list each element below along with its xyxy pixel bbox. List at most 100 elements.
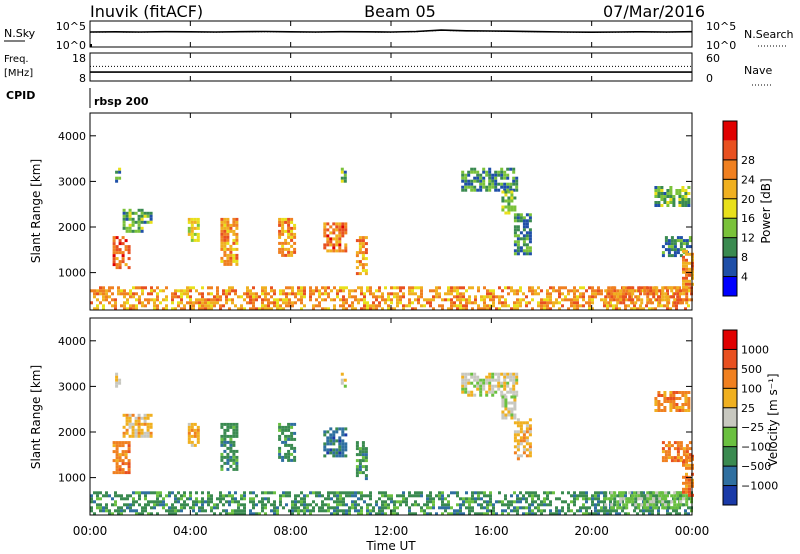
colorbar-tick-label: −100 [741,441,771,454]
noise-left-tick-bottom: 10^0 [56,39,86,52]
velocity-heatmap [90,372,694,516]
y-tick-label: 4000 [58,335,86,348]
colorbar-tick-label: 100 [741,382,762,395]
colorbar-segment [723,159,737,180]
heatmap-patch [461,372,519,397]
y-tick-label: 2000 [58,221,86,234]
heatmap-patch [461,167,519,192]
time-tick-label: 20:00 [574,524,609,538]
power-colorbar: 4 8 12 16 20 24 28 [722,120,755,297]
heatmap-patch [220,422,239,471]
colorbar-tick-label: −25 [741,421,764,434]
nave-label: Nave [744,64,772,77]
colorbar-tick-label: 500 [741,363,762,376]
heatmap-patch [513,213,532,256]
nave-tick-top: 60 [706,52,720,65]
colorbar-segment [723,368,737,389]
velocity-yticks: 1000 2000 3000 4000 [58,335,692,485]
power-heatmap [90,167,694,311]
power-ylabel: Slant Range [km] [29,159,43,263]
colorbar-tick-label: 4 [741,271,748,284]
colorbar-segment [723,218,737,238]
colorbar-segment [723,485,737,505]
heatmap-patch [115,167,122,183]
time-axis: 00:00 04:00 08:00 12:00 16:00 20:00 00:00 [73,21,710,538]
colorbar-segment [723,466,737,486]
velocity-panel-background [90,318,692,515]
heatmap-patch [340,372,347,388]
colorbar-segment [723,407,737,428]
heatmap-patch [340,167,347,183]
power-colorbar-label: Power [dB] [759,178,773,243]
beam-title: Beam 05 [364,2,436,21]
colorbar-segment [723,257,737,277]
noise-right-label: N.Search [744,28,794,41]
time-tick-label: 12:00 [374,524,409,538]
freq-tick-bottom: 8 [79,72,86,85]
y-tick-label: 1000 [58,472,86,485]
time-tick-label: 08:00 [273,524,308,538]
power-yticks: 1000 2000 3000 4000 [58,130,692,280]
colorbar-segment [723,446,737,467]
heatmap-patch [187,217,200,242]
colorbar-segment [723,349,737,369]
power-panel-background [90,113,692,310]
y-tick-label: 3000 [58,175,86,188]
heatmap-patch [604,491,689,510]
colorbar-segment [723,140,737,160]
freq-series-group [90,65,692,73]
colorbar-segment [723,388,737,408]
y-tick-label: 4000 [58,130,86,143]
heatmap-patch [220,217,239,266]
colorbar-segment [723,121,737,141]
heatmap-patch [355,236,368,276]
heatmap-patch [654,391,691,412]
y-tick-label: 3000 [58,380,86,393]
colorbar-segment [723,198,737,219]
heatmap-patch [501,395,517,420]
heatmap-patch [90,491,693,516]
colorbar-tick-label: 28 [741,154,755,167]
cpid-label: CPID [6,89,35,102]
colorbar-tick-label: 12 [741,232,755,245]
y-tick-label: 1000 [58,267,86,280]
noise-right-tick-bottom: 10^0 [706,39,736,52]
heatmap-patch [278,217,297,257]
time-tick-label: 00:00 [73,524,108,538]
heatmap-patch [122,413,153,438]
noise-left-tick-top: 10^5 [56,20,86,33]
noise-right-tick-top: 10^5 [706,20,736,33]
time-tick-label: 16:00 [474,524,509,538]
heatmap-patch [112,441,131,475]
heatmap-patch [115,372,122,388]
heatmap-patch [501,190,517,215]
colorbar-tick-label: 25 [741,402,755,415]
heatmap-patch [654,186,691,207]
heatmap-patch [187,422,200,447]
colorbar-tick-label: 16 [741,212,755,225]
colorbar-frame [722,329,738,506]
colorbar-tick-label: 20 [741,193,755,206]
heatmap-patch [122,208,153,233]
colorbar-tick-label: 24 [741,173,755,186]
colorbar-segment [723,276,737,296]
date-label: 07/Mar/2016 [603,2,705,21]
nave-tick-bottom: 0 [706,72,713,85]
heatmap-patch [513,418,532,461]
colorbar-tick-label: −500 [741,460,771,473]
heatmap-patch [323,222,348,253]
velocity-ylabel: Slant Range [km] [29,365,43,469]
noise-left-label: N.Sky [4,27,36,40]
colorbar-tick-label: −1000 [741,480,778,493]
heatmap-patch [112,236,131,270]
site-title: Inuvik (fitACF) [90,2,203,21]
noise-series-group [89,29,693,47]
freq-tick-top: 18 [72,52,86,65]
time-tick-label: 00:00 [675,524,710,538]
colorbar-tick-label: 8 [741,251,748,264]
time-tick-label: 04:00 [173,524,208,538]
y-tick-label: 2000 [58,426,86,439]
colorbar-frame [722,120,738,297]
freq-label-1: Freq. [4,54,29,65]
